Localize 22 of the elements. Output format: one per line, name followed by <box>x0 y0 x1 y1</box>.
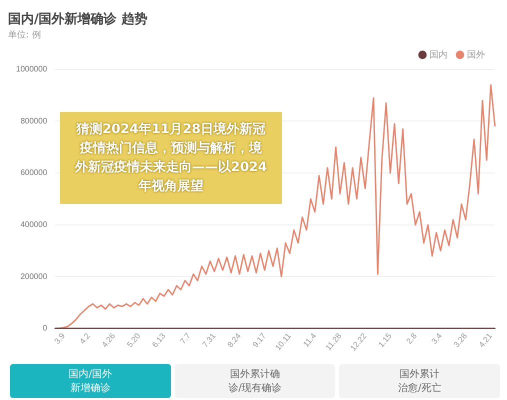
y-tick-label: 1000000 <box>16 64 48 74</box>
y-tick-label: 400000 <box>20 220 48 230</box>
x-tick-label: 4.21 <box>477 331 494 350</box>
x-tick-label: 3.4 <box>430 331 444 346</box>
x-tick-label: 5.20 <box>125 331 142 350</box>
y-tick-label: 200000 <box>20 272 48 281</box>
text: 国外累计治愈/死亡 <box>396 368 442 395</box>
y-tick-label: 600000 <box>20 168 48 178</box>
text: 国外累计确诊/现有确诊 <box>227 368 283 395</box>
x-tick-label: 4.2 <box>78 331 92 346</box>
x-tick-label: 2.8 <box>404 331 419 346</box>
x-tick-label: 3.9 <box>52 331 68 346</box>
chart-title: 国内/国外新增确诊 趋势 <box>8 11 148 28</box>
legend-label: 国外 <box>467 49 485 60</box>
y-tick-label: 0 <box>42 324 48 333</box>
annotation: 猜测2024年11月28日境外新冠疫情热门信息，预测与解析，境外新冠疫情未来走向——以2024年视角展望 <box>60 112 282 204</box>
chart-subtitle: 单位: 例 <box>8 29 41 40</box>
x-tick-label: 7.7 <box>178 331 193 346</box>
x-tick-label: 7.31 <box>200 331 218 350</box>
text: 国内/国外新增确诊 <box>68 368 114 395</box>
y-tick-label: 800000 <box>20 116 48 126</box>
legend-label: 国内 <box>430 49 448 60</box>
